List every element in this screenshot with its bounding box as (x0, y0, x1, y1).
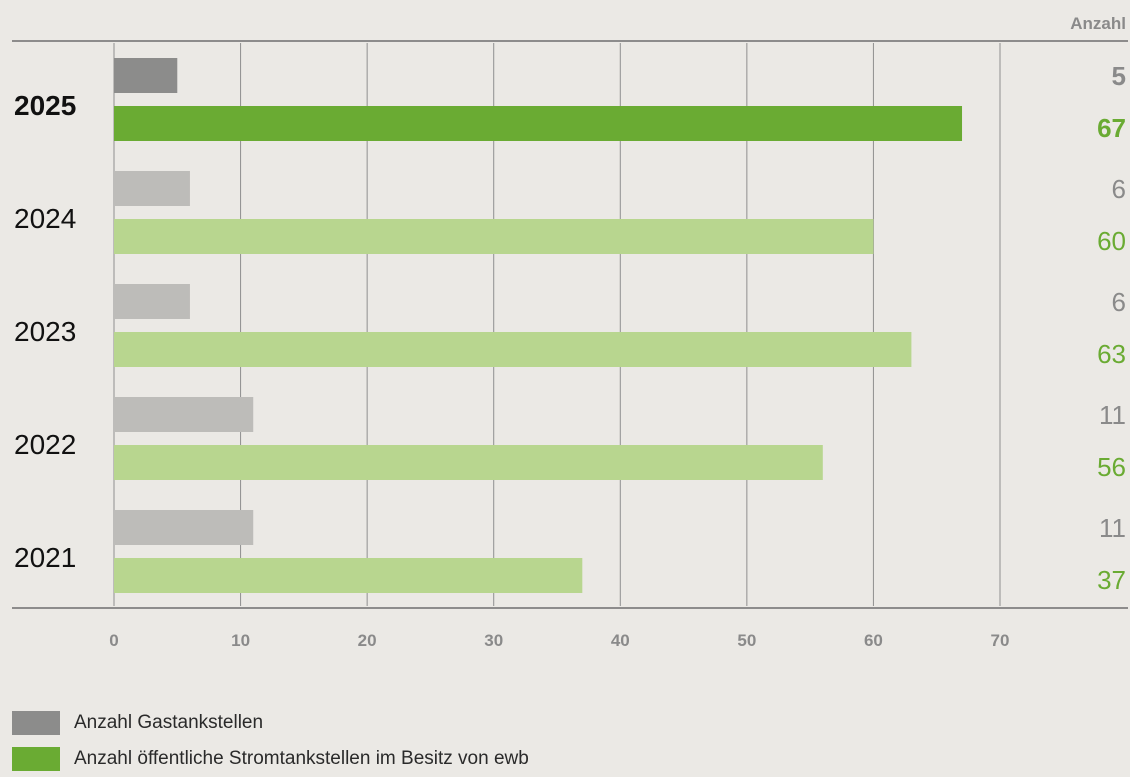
value-label-stromtankstellen: 56 (1097, 452, 1126, 482)
bar-gastankstellen (114, 397, 254, 432)
year-label: 2024 (14, 203, 76, 234)
x-tick-label: 10 (231, 631, 250, 650)
bar-chart: Anzahl 2025 5 67 2024 6 60 2023 6 63 2022 11 56 2021 1… (12, 14, 1128, 650)
bar-stromtankstellen (114, 558, 583, 593)
value-label-stromtankstellen: 60 (1097, 226, 1126, 256)
x-tick-label: 50 (737, 631, 756, 650)
x-tick-label: 0 (109, 631, 118, 650)
year-label: 2021 (14, 542, 76, 573)
bar-stromtankstellen (114, 445, 823, 480)
bar-stromtankstellen (114, 332, 912, 367)
value-label-stromtankstellen: 63 (1097, 339, 1126, 369)
x-tick-label: 70 (991, 631, 1010, 650)
legend-swatch-strom (12, 747, 60, 771)
bar-gastankstellen (114, 284, 190, 319)
bar-gastankstellen (114, 171, 190, 206)
legend: Anzahl Gastankstellen Anzahl öffentliche… (12, 705, 529, 777)
value-label-stromtankstellen: 37 (1097, 565, 1126, 595)
value-label-gastankstellen: 6 (1112, 287, 1126, 317)
value-label-stromtankstellen: 67 (1097, 113, 1126, 143)
bar-stromtankstellen (114, 106, 963, 141)
legend-swatch-gas (12, 711, 60, 735)
legend-label-strom: Anzahl öffentliche Stromtankstellen im B… (74, 748, 529, 769)
value-label-gastankstellen: 11 (1099, 513, 1126, 543)
legend-item-strom: Anzahl öffentliche Stromtankstellen im B… (12, 741, 529, 777)
value-column-header: Anzahl (1070, 14, 1126, 33)
x-tick-label: 60 (864, 631, 883, 650)
bar-stromtankstellen (114, 219, 874, 254)
value-label-gastankstellen: 5 (1112, 61, 1126, 91)
x-tick-label: 40 (611, 631, 630, 650)
value-label-gastankstellen: 11 (1099, 400, 1126, 430)
year-label: 2022 (14, 429, 76, 460)
legend-item-gas: Anzahl Gastankstellen (12, 705, 529, 741)
x-tick-label: 30 (484, 631, 503, 650)
year-label: 2023 (14, 316, 76, 347)
value-label-gastankstellen: 6 (1112, 174, 1126, 204)
legend-label-gas: Anzahl Gastankstellen (74, 712, 264, 733)
x-tick-label: 20 (358, 631, 377, 650)
year-label: 2025 (14, 90, 76, 121)
bar-gastankstellen (114, 58, 178, 93)
bar-gastankstellen (114, 510, 254, 545)
